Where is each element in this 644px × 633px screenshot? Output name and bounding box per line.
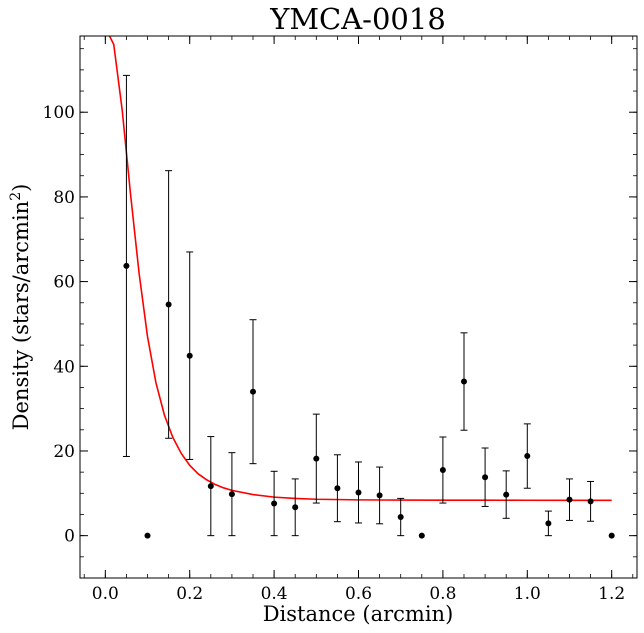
- data-point: [250, 388, 257, 395]
- data-point: [144, 532, 151, 539]
- y-tick-labels: 0 20 40 60 80 100: [43, 103, 75, 546]
- x-tick-label: 1.0: [514, 584, 541, 604]
- y-tick-label: 100: [43, 103, 75, 123]
- data-point: [165, 301, 172, 308]
- data-point: [123, 262, 130, 269]
- data-point: [271, 500, 278, 507]
- data-point: [608, 532, 615, 539]
- data-point: [334, 485, 341, 492]
- y-tick-label: 20: [53, 442, 75, 462]
- data-point: [207, 483, 214, 490]
- y-tick-label: 80: [53, 188, 75, 208]
- y-axis-label-main: Density (stars/arcmin: [9, 201, 33, 431]
- chart-title: YMCA-0018: [269, 2, 446, 36]
- data-point: [313, 455, 320, 462]
- x-tick-label: 0.2: [176, 584, 203, 604]
- data-point: [397, 514, 404, 521]
- data-point: [587, 498, 594, 505]
- data-point: [355, 489, 362, 496]
- x-tick-label: 1.2: [598, 584, 625, 604]
- fit-curve: [108, 36, 612, 502]
- data-point: [186, 352, 193, 359]
- y-tick-label: 40: [53, 357, 75, 377]
- y-tick-label: 60: [53, 273, 75, 293]
- x-tick-label: 0.4: [261, 584, 288, 604]
- x-tick-label: 0.6: [345, 584, 372, 604]
- data-point: [418, 532, 425, 539]
- data-point: [545, 520, 552, 527]
- plot-frame: [79, 35, 638, 579]
- x-tick-label: 0.8: [429, 584, 456, 604]
- data-point: [228, 491, 235, 498]
- data-point: [292, 504, 299, 511]
- data-point: [439, 467, 446, 474]
- data-point: [566, 496, 573, 503]
- y-axis-label-close: ): [9, 184, 33, 192]
- data-point: [524, 453, 531, 460]
- data-points-layer: [122, 74, 615, 539]
- fit-curve-layer: [108, 36, 612, 502]
- y-axis-label: Density (stars/arcmin2): [8, 184, 33, 431]
- x-axis-label: Distance (arcmin): [263, 602, 454, 626]
- y-tick-label: 0: [64, 527, 75, 547]
- x-tick-labels: 0.0 0.2 0.4 0.6 0.8 1.0 1.2: [92, 584, 625, 604]
- data-point: [460, 378, 467, 385]
- data-point: [503, 491, 510, 498]
- data-point: [482, 474, 489, 481]
- x-tick-label: 0.0: [92, 584, 119, 604]
- y-axis-label-superscript: 2: [8, 192, 24, 201]
- axis-ticks: [80, 36, 637, 579]
- data-point: [376, 492, 383, 499]
